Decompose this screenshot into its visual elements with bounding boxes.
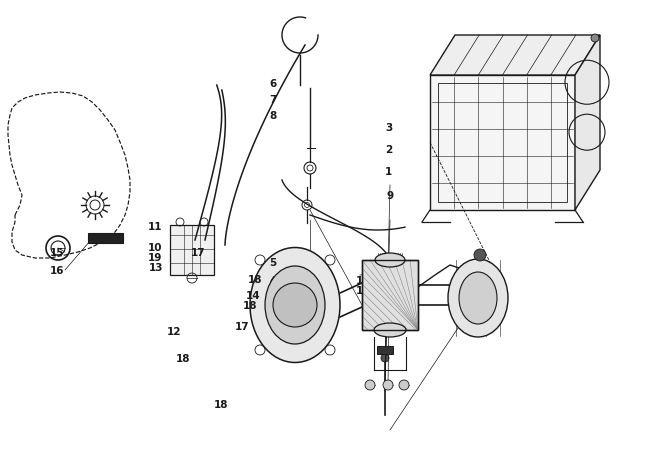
Text: 15: 15 [50, 248, 64, 258]
Text: 8: 8 [269, 111, 277, 121]
Text: 18: 18 [214, 400, 228, 410]
Polygon shape [170, 225, 214, 275]
Text: 19: 19 [356, 276, 370, 286]
Text: 16: 16 [50, 266, 64, 276]
Text: 7: 7 [269, 95, 277, 105]
Text: 13: 13 [356, 286, 370, 296]
Polygon shape [430, 75, 575, 210]
Text: 5: 5 [269, 258, 277, 268]
Text: 11: 11 [148, 222, 162, 233]
Ellipse shape [265, 266, 325, 344]
Polygon shape [430, 35, 600, 75]
Text: 2: 2 [385, 145, 393, 155]
Circle shape [474, 249, 486, 261]
Text: 1: 1 [385, 167, 393, 177]
Ellipse shape [448, 259, 508, 337]
Circle shape [273, 283, 317, 327]
Text: 14: 14 [246, 291, 261, 301]
Ellipse shape [374, 323, 406, 337]
Polygon shape [362, 260, 418, 330]
Text: 18: 18 [243, 301, 257, 311]
Circle shape [365, 380, 375, 390]
Circle shape [399, 380, 409, 390]
Text: 13: 13 [149, 263, 163, 273]
Text: 19: 19 [148, 253, 162, 263]
Polygon shape [575, 35, 600, 210]
Text: 3: 3 [385, 123, 393, 133]
Text: 9: 9 [387, 191, 393, 201]
Text: 17: 17 [191, 248, 205, 258]
Text: 4: 4 [269, 276, 277, 286]
Circle shape [591, 34, 599, 42]
Text: 6: 6 [269, 79, 277, 89]
Circle shape [381, 354, 389, 362]
Circle shape [383, 380, 393, 390]
Text: 17: 17 [235, 322, 249, 332]
Text: 18: 18 [176, 354, 190, 364]
Text: 18: 18 [248, 275, 262, 285]
Text: 12: 12 [167, 327, 181, 337]
Ellipse shape [250, 248, 340, 363]
Polygon shape [377, 346, 393, 354]
Ellipse shape [459, 272, 497, 324]
Ellipse shape [375, 253, 405, 267]
Polygon shape [88, 233, 123, 243]
Text: 10: 10 [148, 243, 162, 253]
